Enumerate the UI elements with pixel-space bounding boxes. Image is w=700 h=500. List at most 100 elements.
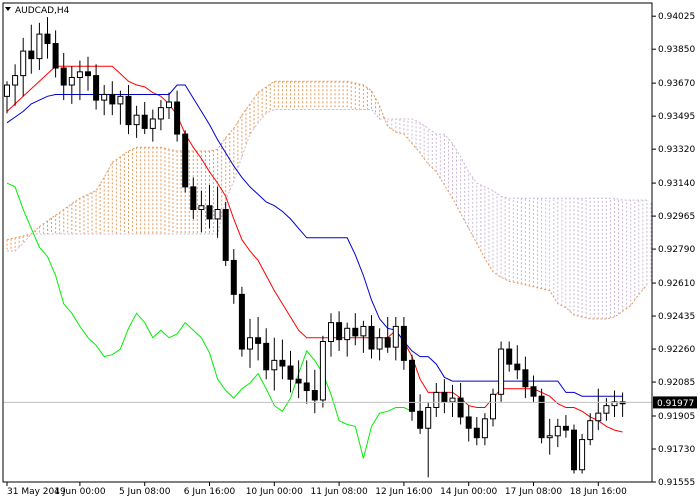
y-tick-label: 0.92435 [658,312,695,322]
candle-body [514,363,521,371]
candle-body [562,425,569,431]
candle-body [68,76,75,86]
candle-body [595,412,602,422]
candle-body [587,420,594,441]
x-tick-label: 6 Jun 16:00 [184,487,236,497]
candle-body [441,391,448,403]
y-tick-label: 0.91905 [658,412,695,422]
candle-body [490,393,496,420]
candle-body [538,395,545,439]
dropdown-triangle-icon[interactable] [5,7,11,11]
x-tick-label: 10 Jun 00:00 [246,487,303,497]
candle-body [190,186,197,210]
y-tick-label: 0.94025 [658,12,695,22]
candle-body [271,359,278,371]
y-tick-label: 0.92610 [658,279,695,289]
candle-body [263,342,270,371]
candle-body [44,33,51,45]
y-tick-label: 0.93140 [658,179,695,189]
candle-body [125,95,132,126]
candle-body [133,114,140,126]
y-tick-label: 0.93320 [658,145,695,155]
candles [4,17,626,478]
candle-body [287,365,294,380]
candle-body [255,337,262,344]
candle-body [465,416,472,429]
candle-body [230,259,237,295]
y-tick-label: 0.92085 [658,378,695,388]
candle-body [481,418,488,439]
symbol-title: AUDCAD,H4 [15,6,70,16]
candle-body [546,435,553,439]
x-tick-label: 12 Jun 16:00 [375,487,432,497]
candle-body [579,439,586,471]
candle-body [238,293,245,350]
candle-body [457,397,464,418]
candle-body [85,71,91,77]
candle-body [530,386,537,397]
y-tick-label: 0.91555 [658,478,695,488]
candle-body [295,378,302,384]
candle-body [425,407,432,429]
x-tick-label: 5 Jun 08:00 [119,487,171,497]
candle-body [20,50,27,77]
candle-body [214,208,221,220]
candle-body [149,118,156,129]
candle-body [376,337,383,350]
candle-body [473,427,480,439]
candle-body [392,325,399,348]
y-tick-label: 0.91730 [658,445,695,455]
y-tick-label: 0.92965 [658,212,695,222]
candle-body [498,348,505,395]
candle-body [433,391,440,409]
candle-body [360,325,367,337]
x-tick-label: 18 Jun 16:00 [570,487,627,497]
candle-body [198,205,205,210]
candle-body [319,341,326,401]
candle-body [60,67,67,86]
candle-body [101,93,108,101]
candle-body [417,410,424,429]
candle-body [506,348,513,365]
candle-body [52,43,59,69]
candle-body [109,93,116,105]
candle-body [400,325,407,361]
candle-body [303,382,310,392]
tenkan-line [6,65,623,433]
current-price-label-bg [653,396,697,409]
chikou-line [6,182,413,459]
candle-body [571,429,577,471]
candle-body [368,325,375,350]
candle-body [182,133,189,188]
current-price-label: 0.91977 [657,399,694,409]
candle-body [328,322,334,343]
senkou-span-b-line [7,109,647,252]
candle-body [344,327,351,341]
candle-body [117,95,124,105]
candle-body [554,425,561,437]
x-tick-label: 4 Jun 00:00 [54,487,106,497]
candle-body [28,50,35,60]
candle-body [603,405,610,414]
y-tick-label: 0.93850 [658,45,695,55]
candle-body [166,101,172,109]
candle-body [157,107,164,120]
y-axis: 0.94025 0.93850 0.93670 0.93495 0.93320 0.931… [652,12,695,488]
candle-body [279,359,286,367]
y-tick-label: 0.92790 [658,245,695,255]
candle-body [141,114,148,129]
candle-body [522,369,529,388]
x-tick-label: 17 Jun 08:00 [505,487,562,497]
candle-body [409,359,415,412]
candle-body [76,71,83,78]
candle-body [247,337,253,350]
x-tick-label: 11 Jun 08:00 [311,487,368,497]
candle-body [611,401,618,407]
candle-body [449,397,456,403]
y-tick-label: 0.92260 [658,345,695,355]
candle-body [93,75,100,101]
candle-body [4,84,10,97]
